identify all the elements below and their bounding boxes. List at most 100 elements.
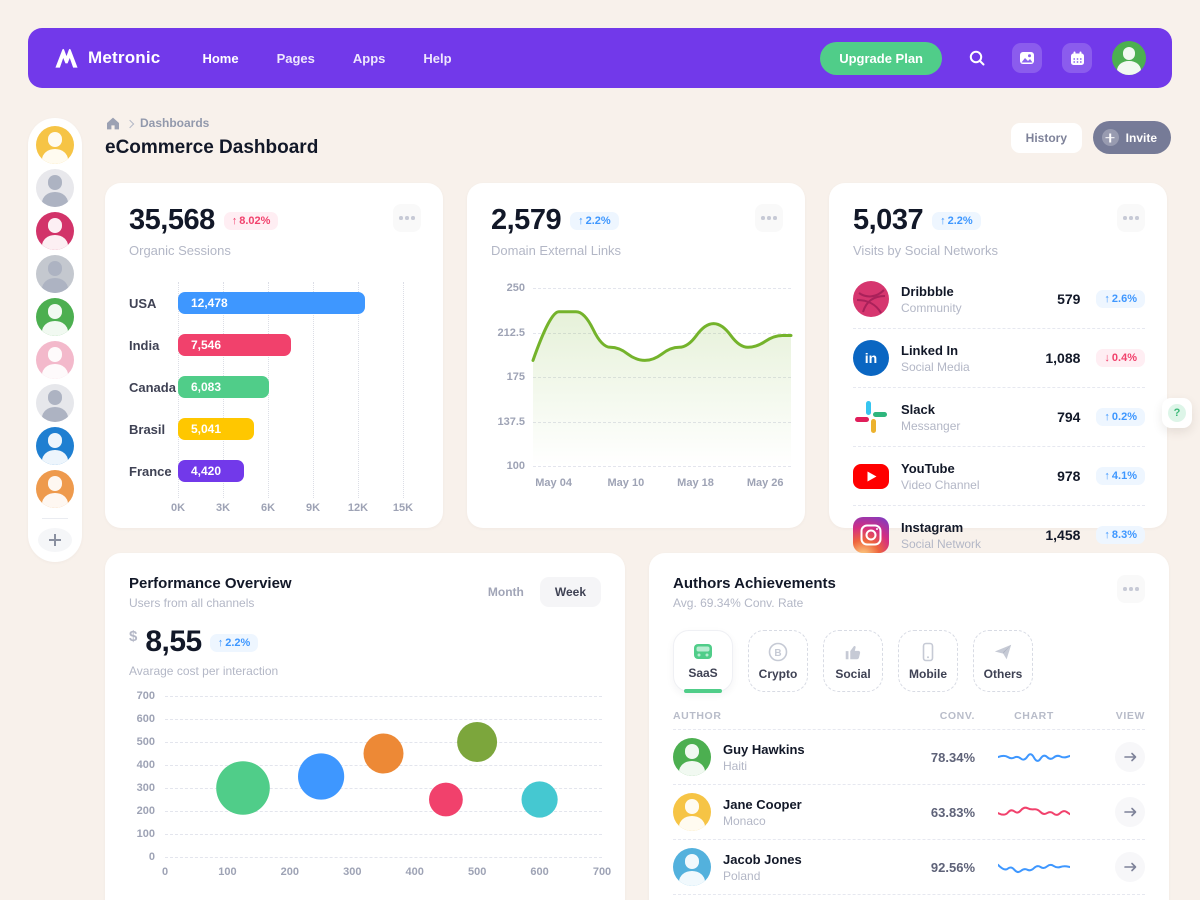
sidebar-avatar-6[interactable] (36, 341, 74, 379)
list-item-youtube[interactable]: YouTube Video Channel 978 ↑ 4.1% (853, 447, 1145, 506)
dribbble-icon (853, 281, 889, 317)
youtube-icon (853, 458, 889, 494)
invite-button[interactable]: Invite (1092, 121, 1171, 154)
sparkline-chart (997, 806, 1071, 816)
list-item-dribbble[interactable]: Dribbble Community 579 ↑ 2.6% (853, 270, 1145, 329)
social-visits-card: 5,037 ↑ 2.2% Visits by Social Networks Dr… (829, 183, 1167, 553)
view-author-button[interactable] (1115, 742, 1145, 772)
brand-logo[interactable]: Metronic (54, 47, 160, 69)
author-name[interactable]: Jane Cooper (723, 796, 802, 812)
area-chart-plot (531, 288, 793, 467)
bar-canada[interactable]: 6,083 (178, 376, 270, 398)
social-visits-value: 5,037 (853, 204, 924, 236)
sidebar-avatar-7[interactable] (36, 384, 74, 422)
toggle-month-button[interactable]: Month (476, 577, 536, 607)
nav-item-pages[interactable]: Pages (276, 50, 315, 66)
more-menu-button[interactable] (1117, 575, 1145, 603)
network-value: 579 (1057, 291, 1081, 307)
table-row: Jacob Jones Poland 92.56% (673, 839, 1145, 894)
nav-item-home[interactable]: Home (202, 50, 239, 66)
home-icon[interactable] (106, 117, 120, 130)
authors-title: Authors Achievements (673, 575, 836, 592)
network-category: Community (901, 300, 962, 315)
chip-label: SaaS (688, 665, 718, 680)
bar-brasil[interactable]: 5,041 (178, 418, 254, 440)
breadcrumb: Dashboards (106, 116, 209, 130)
author-name[interactable]: Guy Hawkins (723, 741, 805, 757)
arrow-right-icon (1123, 752, 1136, 762)
list-item-linkedin[interactable]: in Linked In Social Media 1,088 ↓ 0.4% (853, 329, 1145, 388)
breadcrumb-item[interactable]: Dashboards (140, 116, 210, 130)
contacts-sidebar (28, 118, 82, 562)
view-author-button[interactable] (1115, 852, 1145, 882)
chip-mobile[interactable]: Mobile (898, 630, 958, 692)
network-delta-badge: ↑ 2.6% (1096, 290, 1145, 308)
chip-saas[interactable]: SaaS (673, 630, 733, 692)
header-conv: CONV. (939, 710, 975, 722)
upgrade-plan-button[interactable]: Upgrade Plan (820, 41, 942, 75)
sparkline-chart (997, 753, 1071, 762)
network-name: Dribbble (901, 283, 954, 299)
bar-usa[interactable]: 12,478 (178, 292, 366, 314)
chevron-right-icon (125, 119, 135, 128)
sidebar-avatar-2[interactable] (36, 169, 74, 207)
image-icon[interactable] (1012, 43, 1042, 73)
view-author-button[interactable] (1115, 797, 1145, 827)
network-category: Social Network (901, 536, 982, 551)
network-delta-badge: ↑ 0.2% (1096, 408, 1145, 426)
arrow-right-icon (1123, 862, 1136, 872)
domain-links-value: 2,579 (491, 204, 562, 236)
metronic-logo-icon (55, 48, 78, 68)
sidebar-avatar-4[interactable] (36, 255, 74, 293)
chip-label: Social (835, 666, 871, 681)
sidebar-avatar-5[interactable] (36, 298, 74, 336)
search-icon[interactable] (962, 43, 992, 73)
bar-india[interactable]: 7,546 (178, 334, 292, 356)
more-menu-button[interactable] (393, 204, 421, 232)
bubble-chart-plot (165, 696, 602, 858)
chip-crypto[interactable]: B Crypto (748, 630, 808, 692)
category-chips: SaaS B Crypto Social Mobile Others (673, 630, 1145, 692)
sidebar-avatar-8[interactable] (36, 427, 74, 465)
sidebar-avatar-9[interactable] (36, 470, 74, 508)
toggle-week-button[interactable]: Week (539, 577, 601, 607)
linkedin-icon: in (853, 340, 889, 376)
bar-label: France (129, 463, 172, 479)
nav-item-apps[interactable]: Apps (352, 50, 386, 66)
bar-france[interactable]: 4,420 (178, 460, 245, 482)
chip-social[interactable]: Social (823, 630, 883, 692)
performance-delta-badge: ↑ 2.2% (209, 634, 259, 652)
bar-row-usa: USA 12,478 (129, 292, 403, 314)
sparkline-chart (997, 863, 1071, 874)
chip-label: Crypto (758, 666, 798, 681)
table-row-partial (673, 894, 1145, 900)
top-navbar: Metronic Home Pages Apps Help Upgrade Pl… (28, 28, 1172, 88)
invite-label: Invite (1125, 130, 1157, 145)
period-toggle: Month Week (476, 577, 601, 607)
nav-item-help[interactable]: Help (423, 50, 452, 66)
list-item-instagram[interactable]: Instagram Social Network 1,458 ↑ 8.3% (853, 506, 1145, 564)
author-country: Poland (723, 868, 761, 883)
list-item-slack[interactable]: Slack Messanger 794 ↑ 0.2% (853, 388, 1145, 447)
plus-icon (38, 528, 72, 552)
bar-chart-x-axis: 0K 3K 6K 9K 12K 15K (170, 502, 414, 514)
more-menu-button[interactable] (1117, 204, 1145, 232)
help-button[interactable]: ? (1162, 398, 1192, 428)
authors-table: AUTHOR CONV. CHART VIEW Guy Hawkins Hait… (673, 710, 1145, 900)
organic-delta-badge: ↑ 8.02% (223, 211, 279, 230)
network-value: 1,458 (1045, 527, 1081, 543)
history-button[interactable]: History (1010, 123, 1082, 153)
calendar-icon[interactable] (1062, 43, 1092, 73)
sidebar-avatar-1[interactable] (36, 126, 74, 164)
chip-others[interactable]: Others (973, 630, 1033, 692)
more-menu-button[interactable] (755, 204, 783, 232)
bar-row-india: India 7,546 (129, 334, 403, 356)
sidebar-avatar-3[interactable] (36, 212, 74, 250)
author-avatar (673, 848, 711, 886)
author-name[interactable]: Jacob Jones (723, 851, 802, 867)
add-contact-button[interactable] (38, 528, 72, 552)
author-country: Monaco (723, 813, 766, 828)
user-avatar[interactable] (1112, 41, 1146, 75)
author-avatar (673, 793, 711, 831)
